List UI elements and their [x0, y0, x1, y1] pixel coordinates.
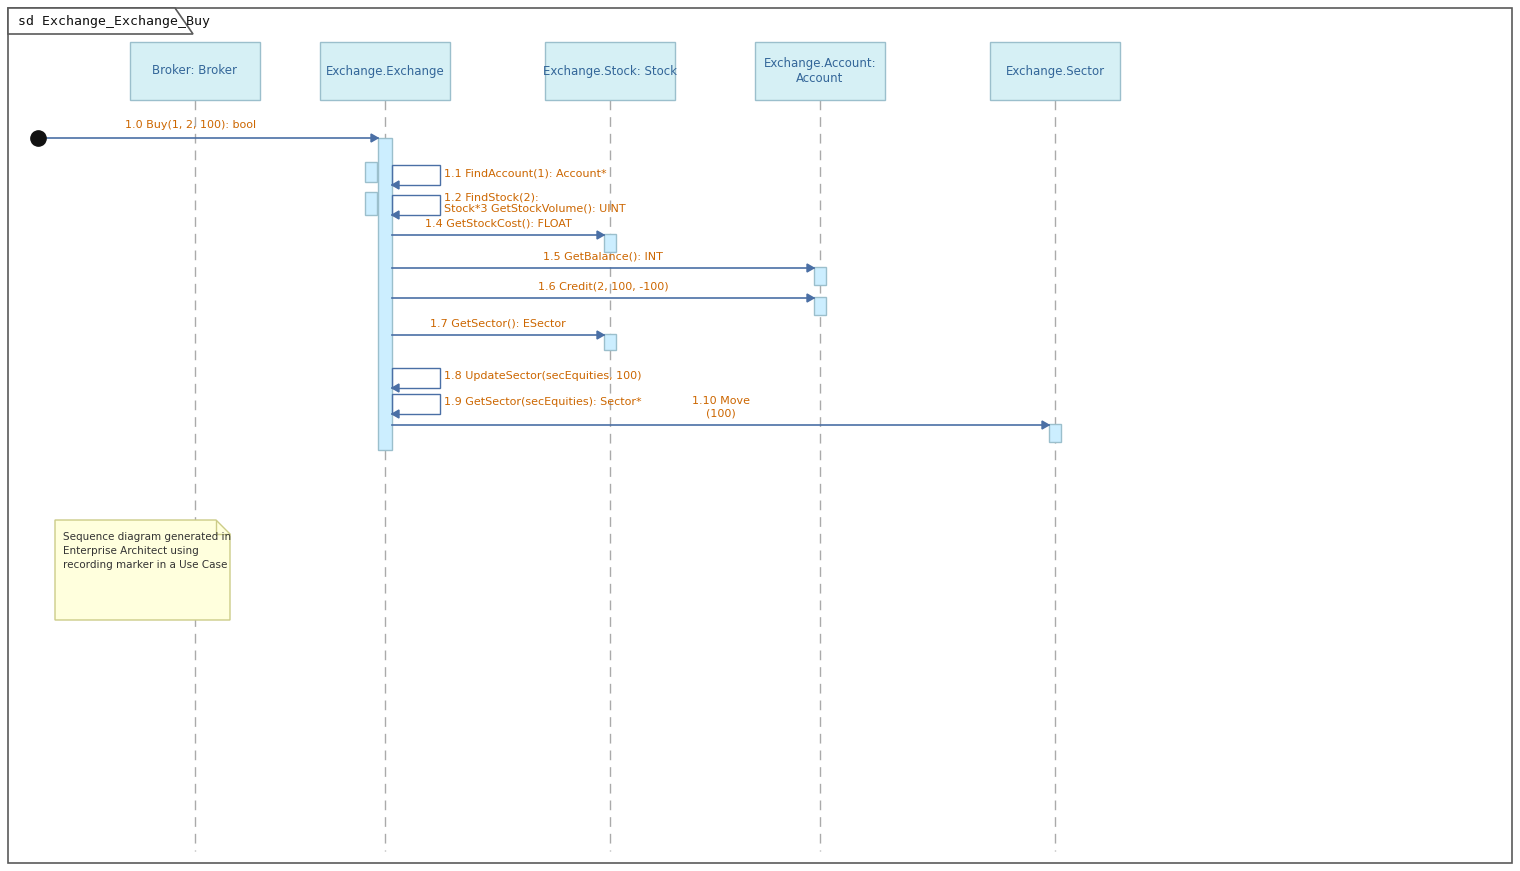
Text: 1.8 UpdateSector(secEquities, 100): 1.8 UpdateSector(secEquities, 100): [444, 371, 641, 381]
Polygon shape: [1043, 421, 1049, 429]
FancyBboxPatch shape: [815, 297, 825, 315]
Polygon shape: [392, 211, 398, 219]
Text: Broker: Broker: Broker: Broker: [152, 64, 237, 78]
Text: 1.6 Credit(2, 100, -100): 1.6 Credit(2, 100, -100): [538, 281, 669, 291]
Polygon shape: [392, 384, 398, 392]
Text: 1.10 Move
(100): 1.10 Move (100): [692, 396, 749, 418]
Polygon shape: [597, 331, 603, 339]
Polygon shape: [371, 134, 378, 142]
FancyBboxPatch shape: [755, 42, 885, 100]
FancyBboxPatch shape: [131, 42, 260, 100]
Text: Sequence diagram generated in
Enterprise Architect using
recording marker in a U: Sequence diagram generated in Enterprise…: [62, 532, 231, 570]
Text: 1.7 GetSector(): ESector: 1.7 GetSector(): ESector: [430, 318, 565, 328]
Polygon shape: [807, 294, 815, 302]
Text: 1.4 GetStockCost(): FLOAT: 1.4 GetStockCost(): FLOAT: [424, 218, 572, 228]
Polygon shape: [392, 410, 398, 418]
Text: Exchange.Account:
Account: Exchange.Account: Account: [763, 57, 877, 85]
Text: 1.2 FindStock(2):
Stock*3 GetStockVolume(): UINT: 1.2 FindStock(2): Stock*3 GetStockVolume…: [444, 192, 626, 213]
Text: sd Exchange_Exchange_Buy: sd Exchange_Exchange_Buy: [18, 15, 210, 28]
FancyBboxPatch shape: [1049, 424, 1061, 442]
FancyBboxPatch shape: [321, 42, 450, 100]
Text: 1.9 GetSector(secEquities): Sector*: 1.9 GetSector(secEquities): Sector*: [444, 397, 641, 407]
FancyBboxPatch shape: [990, 42, 1120, 100]
Polygon shape: [55, 520, 230, 620]
Polygon shape: [597, 231, 603, 239]
FancyBboxPatch shape: [603, 334, 616, 350]
Text: Exchange.Exchange: Exchange.Exchange: [325, 64, 444, 78]
Polygon shape: [8, 8, 193, 34]
Text: 1.1 FindAccount(1): Account*: 1.1 FindAccount(1): Account*: [444, 168, 606, 178]
FancyBboxPatch shape: [365, 162, 377, 182]
FancyBboxPatch shape: [546, 42, 675, 100]
Text: Exchange.Stock: Stock: Exchange.Stock: Stock: [543, 64, 676, 78]
FancyBboxPatch shape: [603, 234, 616, 252]
Polygon shape: [392, 181, 398, 189]
Text: 1.0 Buy(1, 2, 100): bool: 1.0 Buy(1, 2, 100): bool: [126, 120, 257, 130]
Text: Exchange.Sector: Exchange.Sector: [1005, 64, 1105, 78]
FancyBboxPatch shape: [815, 267, 825, 285]
FancyBboxPatch shape: [365, 192, 377, 215]
FancyBboxPatch shape: [378, 138, 392, 450]
Text: 1.5 GetBalance(): INT: 1.5 GetBalance(): INT: [543, 251, 663, 261]
Polygon shape: [807, 264, 815, 272]
